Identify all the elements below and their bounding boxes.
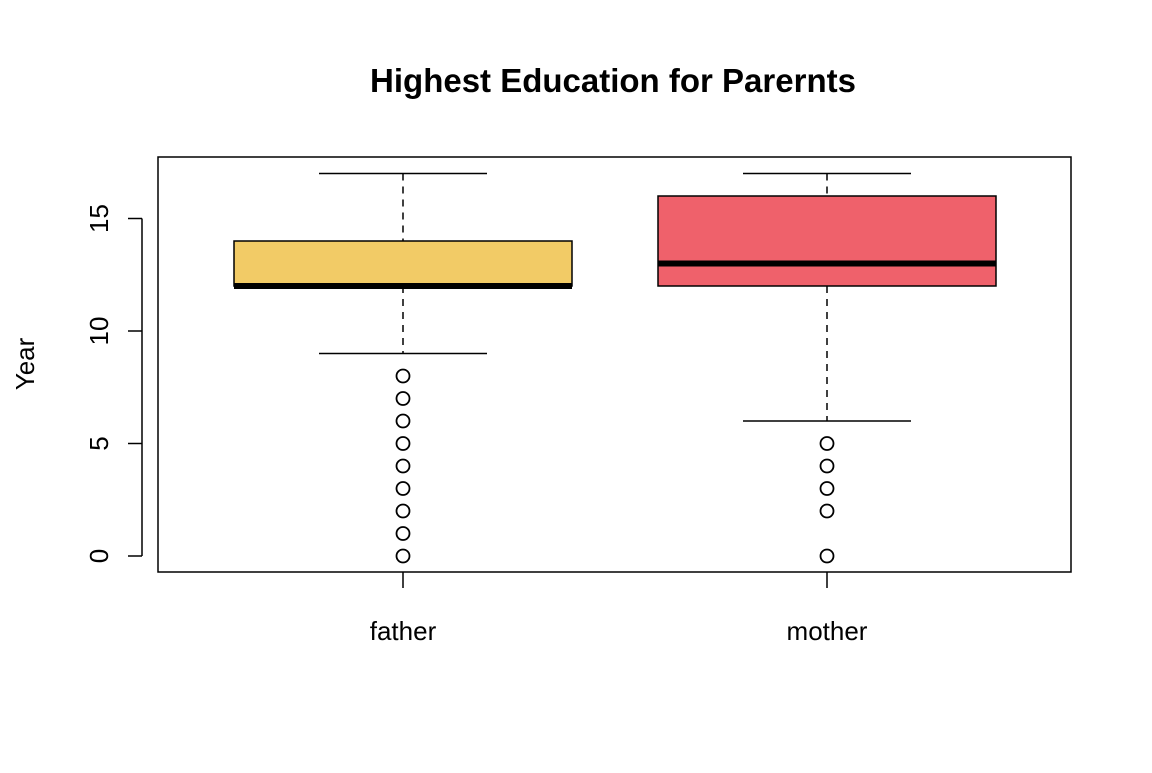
outlier-point (395, 458, 411, 474)
outlier-point (395, 548, 411, 564)
outlier-point (395, 391, 411, 406)
y-axis-label: Year (10, 337, 40, 390)
outlier-point (395, 413, 411, 429)
y-tick-label: 0 (84, 549, 114, 563)
outlier-point (395, 526, 411, 541)
y-tick-label: 10 (84, 317, 114, 346)
outlier-point (395, 436, 411, 451)
plot-frame (157, 156, 1072, 573)
box-father (233, 240, 573, 287)
outlier-point (819, 436, 835, 451)
outlier-point (819, 503, 835, 519)
x-tick-label: mother (787, 616, 868, 646)
outlier-point (819, 548, 835, 564)
y-tick-label: 5 (84, 436, 114, 450)
box-mother (657, 195, 997, 287)
outlier-point (819, 458, 835, 474)
x-tick-label: father (370, 616, 437, 646)
outlier-point (819, 481, 835, 496)
chart-title: Highest Education for Parernts (370, 62, 856, 99)
outlier-point (395, 368, 411, 384)
y-tick-label: 15 (84, 204, 114, 233)
outlier-point (395, 503, 411, 519)
plot-area: 0 5 10 15 father mother (84, 156, 1072, 646)
outlier-point (395, 481, 411, 496)
